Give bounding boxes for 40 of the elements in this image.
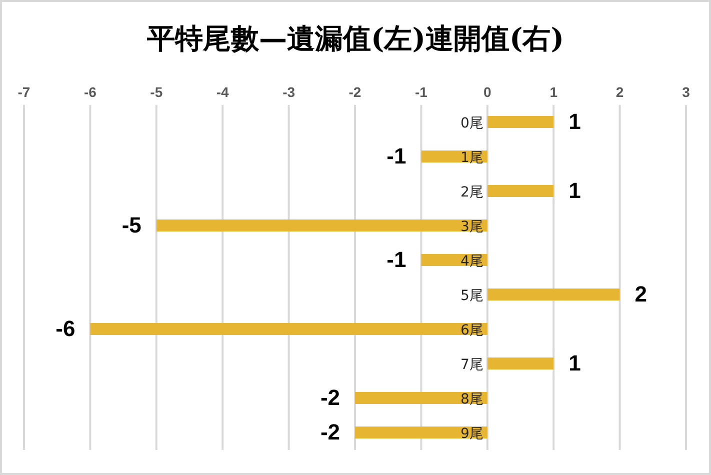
bar [156, 220, 488, 232]
data-label: -6 [56, 316, 76, 341]
x-tick-label: -7 [18, 84, 30, 100]
bar [487, 185, 554, 197]
chart-title: 平特尾數—遺漏值(左)連開值(右) [146, 21, 565, 57]
x-tick-label: 3 [682, 84, 690, 100]
y-tick-label: 1尾 [460, 150, 484, 166]
bar [487, 358, 554, 370]
x-tick-label: 2 [616, 84, 624, 100]
data-label: 1 [568, 109, 581, 134]
y-tick-label: 4尾 [460, 253, 484, 270]
y-tick-label: 2尾 [460, 184, 484, 200]
x-tick-label: -6 [84, 84, 97, 100]
bar [355, 392, 488, 404]
bar [355, 426, 488, 438]
y-tick-label: 3尾 [460, 218, 484, 235]
x-tick-label: -4 [216, 84, 230, 100]
data-label: -1 [386, 247, 406, 272]
data-label: -2 [320, 385, 340, 410]
y-tick-label: 9尾 [460, 426, 484, 442]
data-label: -5 [122, 212, 142, 238]
data-label: -2 [320, 420, 340, 444]
bar [487, 116, 554, 128]
data-label: 1 [568, 350, 581, 376]
y-tick-label: 7尾 [460, 356, 484, 373]
y-tick-label: 5尾 [460, 288, 484, 304]
x-tick-label: 1 [550, 84, 558, 100]
y-tick-label: 8尾 [460, 391, 484, 408]
y-tick-label: 0尾 [460, 115, 484, 132]
data-label: 2 [634, 282, 648, 306]
x-tick-label: 0 [484, 84, 492, 100]
x-tick-label: -5 [150, 84, 163, 100]
data-label: 1 [568, 178, 581, 203]
y-tick-label: 6尾 [460, 322, 484, 338]
x-tick-label: -1 [414, 84, 428, 100]
x-tick-label: -3 [282, 84, 296, 100]
bar [487, 288, 620, 300]
x-tick-label: -2 [348, 84, 362, 100]
data-label: -1 [386, 144, 406, 168]
bar [90, 323, 488, 335]
